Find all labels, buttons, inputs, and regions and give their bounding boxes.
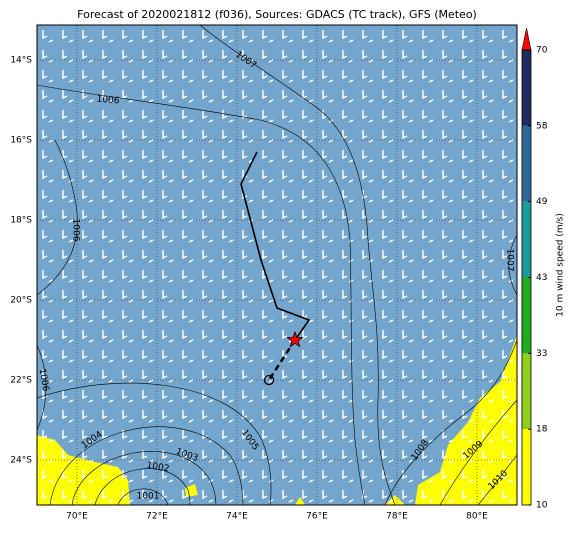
x-tick-label: 72°E <box>146 512 168 522</box>
colorbar-segment <box>522 201 531 278</box>
overlay <box>37 25 517 505</box>
isobar <box>117 488 169 505</box>
x-tick-label: 70°E <box>66 512 88 522</box>
plot-frame <box>36 24 518 506</box>
y-tick-label: 18°S <box>10 216 32 226</box>
colorbar-tick-label: 33 <box>536 349 547 359</box>
isobar <box>49 426 244 505</box>
y-tick-label: 20°S <box>10 296 32 306</box>
isobar <box>477 454 517 505</box>
isobar <box>37 382 272 505</box>
isobar <box>199 25 396 505</box>
colorbar-tick-label: 18 <box>536 425 548 435</box>
isobar-label: 1002 <box>146 461 170 475</box>
isobar <box>37 139 78 296</box>
forecast-line <box>267 339 297 381</box>
isobar <box>439 399 517 505</box>
colorbar-segment <box>522 125 531 202</box>
y-tick-label: 16°S <box>10 136 32 146</box>
x-tick-label: 76°E <box>306 512 328 522</box>
x-tick-label: 74°E <box>226 512 248 522</box>
y-tick-label: 24°S <box>10 456 32 466</box>
colorbar-tick-label: 49 <box>536 197 548 207</box>
x-tick-label: 80°E <box>466 512 488 522</box>
isobar <box>37 344 47 431</box>
colorbar-tick-label: 70 <box>536 46 548 56</box>
isobar-label: 1006 <box>71 219 81 242</box>
isobar-label: 1006 <box>96 95 120 107</box>
current-position <box>286 330 304 348</box>
y-tick-label: 22°S <box>10 376 32 386</box>
colorbar-tick-label: 58 <box>536 121 548 131</box>
colorbar-segment <box>522 353 531 430</box>
chart-title: Forecast of 2020021812 (f036), Sources: … <box>77 8 477 21</box>
isobar-label: 1007 <box>505 249 515 272</box>
colorbar-tick-label: 10 <box>536 501 548 511</box>
isobar-label: 1001 <box>137 492 160 502</box>
isobar <box>94 468 191 505</box>
isobar <box>384 339 517 505</box>
wind-barbs <box>37 25 517 505</box>
x-tick-label: 78°E <box>386 512 408 522</box>
colorbar-tick-label: 43 <box>536 273 547 283</box>
isobar <box>37 84 366 505</box>
colorbar-label: 10 m wind speed (m/s) <box>556 213 566 317</box>
forecast-position <box>263 374 275 386</box>
colorbar-segment <box>522 277 531 354</box>
colorbar-segment <box>522 429 531 505</box>
isobar <box>508 234 517 296</box>
y-tick-label: 14°S <box>10 56 32 66</box>
map-area: 1007 1006 1006 1006 1007 1005 1004 1003 … <box>37 25 517 505</box>
track-line <box>240 151 311 341</box>
colorbar-extension <box>521 27 532 51</box>
colorbar-segment <box>522 50 531 126</box>
